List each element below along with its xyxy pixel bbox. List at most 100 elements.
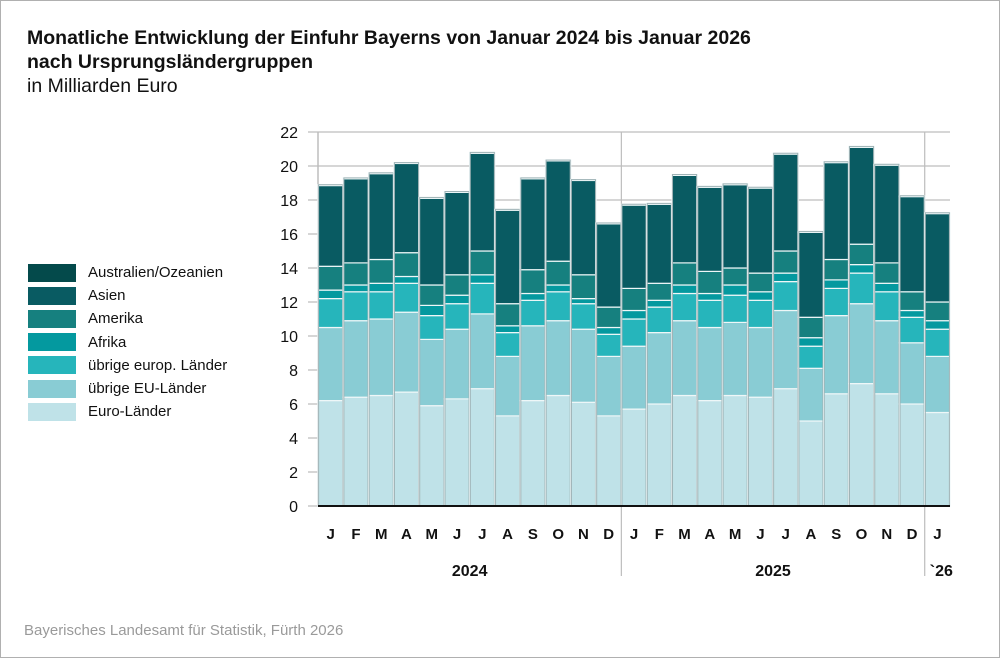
y-tick-label: 6 xyxy=(289,397,298,414)
legend-label: Asien xyxy=(88,287,126,305)
legend-swatch xyxy=(28,333,76,352)
bar-segment xyxy=(671,174,698,264)
bar-segment xyxy=(570,328,597,403)
bar-segment xyxy=(342,291,370,322)
bar-segment xyxy=(570,179,597,276)
bar-segment xyxy=(873,164,901,264)
x-tick-label: J xyxy=(756,526,764,543)
x-tick-label: A xyxy=(502,526,513,543)
bar-segment xyxy=(544,291,572,322)
x-tick-label: D xyxy=(907,526,918,543)
y-tick-label: 22 xyxy=(280,125,298,142)
bar-segment xyxy=(848,146,875,245)
bar-segment xyxy=(924,213,951,303)
bar-segment xyxy=(696,186,724,273)
bar-segment xyxy=(367,394,395,507)
bar-segment xyxy=(595,333,622,357)
y-tick-label: 12 xyxy=(280,295,298,312)
bar-segment xyxy=(898,403,926,507)
bar-segment xyxy=(544,284,572,293)
bar-segment xyxy=(772,250,799,274)
bar-segment xyxy=(443,294,471,305)
bar-segment xyxy=(342,262,370,286)
bar-segment xyxy=(595,355,622,417)
bar-segment xyxy=(671,284,698,295)
bar-segment xyxy=(873,262,901,284)
bar-segment xyxy=(646,403,673,507)
bar-segment xyxy=(721,267,749,286)
y-tick-label: 20 xyxy=(280,159,298,176)
bar-segment xyxy=(721,321,749,397)
x-tick-label: M xyxy=(426,526,439,543)
bar-segment xyxy=(873,291,901,322)
year-label: 2025 xyxy=(755,563,791,580)
bar-segment xyxy=(822,393,850,507)
bar-segment xyxy=(393,282,420,313)
bar-segment xyxy=(848,243,875,266)
legend-item: Australien/Ozeanien xyxy=(28,261,227,284)
bar-segment xyxy=(469,152,496,252)
bar-segment xyxy=(646,332,673,405)
bar-segment xyxy=(342,396,370,507)
bar-segment xyxy=(342,178,370,264)
bar-segment xyxy=(620,345,648,410)
bar-segment xyxy=(924,328,951,358)
bar-segment xyxy=(519,269,547,295)
legend: Australien/Ozeanien Asien Amerika Afrika übr… xyxy=(28,261,227,423)
bar-segment xyxy=(367,258,395,284)
year-label: `26 xyxy=(930,563,953,580)
bar-segment xyxy=(747,291,774,301)
bar-segment xyxy=(443,328,471,400)
x-tick-label: O xyxy=(552,526,564,543)
y-tick-label: 8 xyxy=(289,363,298,380)
bar-segment xyxy=(898,196,926,293)
bar-segment xyxy=(848,383,875,507)
bar-segment xyxy=(772,281,799,312)
bar-segment xyxy=(393,311,420,393)
chart-subtitle: in Milliarden Euro xyxy=(27,75,178,97)
x-tick-label: J xyxy=(630,526,638,543)
x-tick-label: S xyxy=(528,526,538,543)
bar-segment xyxy=(873,393,901,507)
bar-segment xyxy=(747,396,774,507)
bar-segment xyxy=(721,184,749,269)
bar-segment xyxy=(924,355,951,414)
y-tick-label: 4 xyxy=(289,431,298,448)
bar-segment xyxy=(317,184,344,267)
legend-item: Asien xyxy=(28,284,227,307)
legend-item: übrige europ. Länder xyxy=(28,354,227,377)
bar-segment xyxy=(772,388,799,507)
bar-segment xyxy=(494,415,521,507)
bar-segment xyxy=(393,252,420,278)
chart-title: Monatliche Entwicklung der Einfuhr Bayer… xyxy=(27,26,751,74)
bar-segment xyxy=(443,398,471,507)
bar-segment xyxy=(469,313,496,390)
bar-segment xyxy=(772,272,799,283)
legend-item: Amerika xyxy=(28,307,227,330)
legend-item: Euro-Länder xyxy=(28,400,227,423)
bar-segment xyxy=(924,411,951,507)
bar-segment xyxy=(494,332,521,358)
bar-segment xyxy=(570,303,597,330)
x-tick-label: M xyxy=(678,526,691,543)
bar-segment xyxy=(620,408,648,507)
bar-segment xyxy=(721,294,749,324)
bar-segment xyxy=(494,325,521,334)
bar-segment xyxy=(873,282,901,293)
bar-segment xyxy=(595,223,622,308)
bar-segment xyxy=(544,320,572,397)
bar-segment xyxy=(822,315,850,395)
bar-segment xyxy=(595,306,622,329)
y-tick-label: 0 xyxy=(289,499,298,516)
bar-segment xyxy=(595,326,622,335)
bar-segment xyxy=(696,270,724,295)
bar-segment xyxy=(418,197,445,286)
bar-segment xyxy=(418,315,445,341)
bar-segment xyxy=(418,284,445,306)
bar-segment xyxy=(317,400,344,507)
legend-item: übrige EU-Länder xyxy=(28,377,227,400)
legend-label: Euro-Länder xyxy=(88,403,172,421)
bar-segment xyxy=(797,231,825,318)
bar-segment xyxy=(873,320,901,395)
